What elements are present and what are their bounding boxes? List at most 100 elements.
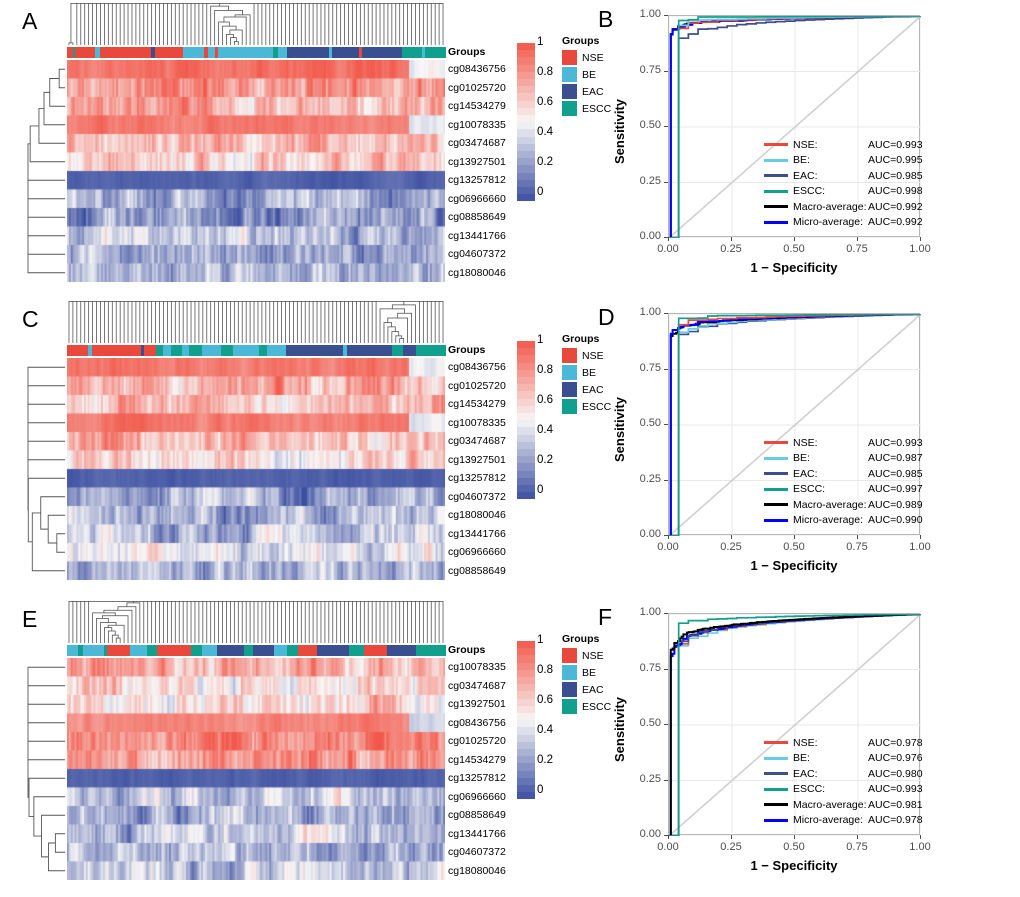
roc-legend-series-name: EAC: [793,767,818,780]
roc-legend-series-name: NSE: [793,436,818,449]
annotation-segment [277,47,288,58]
heatmap-a: Groups cg08436756 cg01025720 cg14534279 cg1… [22,3,611,293]
annotation-segment [346,345,393,356]
roc-legend-swatch [764,472,788,476]
color-scale-tick: 0.6 [537,96,553,108]
color-scale-segment [517,384,535,392]
group-label: ESCC [582,400,612,413]
groups-legend-item: BE [562,365,611,380]
y-axis-tick-mark [664,835,668,836]
panel-c-letter: C [22,306,39,332]
roc-legend-auc: AUC=0.997 [868,483,923,496]
groups-legend-item: NSE [562,50,611,65]
color-scale-tick: 0.2 [537,156,553,168]
annotation-segment [156,645,192,656]
y-axis-label: Sensitivity [612,696,627,762]
y-axis-tick-label: 1.00 [639,606,661,618]
y-axis-tick-mark [664,779,668,781]
x-axis-tick-mark [794,535,795,539]
annotation-segment [217,645,245,656]
annotation-segment [67,345,89,356]
column-dendrogram [67,301,445,343]
y-axis-tick-label: 0.50 [639,417,661,429]
roc-legend-item: Micro-average: AUC=0.990 [764,513,923,529]
color-scale-segment [517,151,535,159]
y-axis-tick-mark [664,15,668,16]
heatmap-matrix [67,658,445,880]
groups-legend-title: Groups [562,35,600,47]
roc-curves [669,314,921,536]
annotation-segment [286,345,344,356]
annotation-segment [103,645,109,656]
color-scale-segment [517,115,535,123]
heatmap-row-label: cg03474687 [448,679,506,692]
heatmap-c: Groups cg08436756 cg01025720 cg14534279 cg1… [22,301,611,593]
y-axis-tick-label: 0.75 [639,661,661,674]
roc-legend-series-name: BE: [793,154,810,167]
roc-legend-series-name: Micro-average: [793,514,864,527]
color-scale-segment [517,641,535,649]
roc-legend-swatch [764,205,788,209]
group-label: NSE [582,649,604,662]
x-axis-label: 1 − Specificity [750,858,838,873]
roc-legend-auc: AUC=0.990 [868,514,923,527]
roc-legend-swatch [764,441,788,445]
color-scale-tick: 0.4 [537,424,553,436]
annotation-segment [232,345,260,356]
roc-legend: NSE: AUC=0.993 BE: AUC=0.995 EAC: AUC=0.985 ES… [764,137,923,230]
color-scale-tick: 0.8 [537,66,553,78]
annotation-segment [349,645,366,656]
y-axis-tick-mark [664,70,668,72]
group-label: NSE [582,51,604,64]
y-axis-tick-mark [664,424,668,425]
y-axis-tick-label: 1.00 [639,8,661,20]
roc-plot-area [668,613,921,836]
group-annotation-bar [67,345,446,356]
group-color-swatch [562,50,577,65]
heatmap-matrix [67,358,445,580]
groups-legend-item: BE [562,665,611,680]
y-axis-tick-mark [664,479,668,481]
groups-legend-item: EAC [562,682,611,697]
roc-legend-auc: AUC=0.981 [868,798,923,811]
heatmap-row-label: cg13441766 [448,527,506,540]
color-scale-segment [517,391,535,399]
x-axis-tick-label: 0.00 [657,841,679,853]
annotation-segment [147,645,158,656]
annotation-segment [72,47,76,58]
color-scale-tick: 0.8 [537,364,553,376]
annotation-segment [332,47,360,58]
color-scale-segment [517,785,535,793]
roc-legend-item: BE: AUC=0.987 [764,451,923,467]
color-scale-segment [517,698,535,706]
heatmap-row-label: cg18080046 [448,864,506,877]
x-axis-tick-label: 1.00 [909,243,931,255]
roc-legend-swatch [764,741,788,745]
annotation-segment [143,345,157,356]
roc-curve [669,16,921,238]
annotation-segment [298,645,318,656]
color-scale-segment [517,50,535,58]
roc-legend-series-name: Micro-average: [793,814,864,827]
heatmap-row-label: cg14534279 [448,100,506,113]
annotation-segment [401,47,423,58]
annotation-segment [67,47,74,58]
chance-diagonal [669,314,921,536]
annotation-segment [358,47,363,58]
annotation-segment [425,47,446,58]
roc-legend-auc: AUC=0.985 [868,169,923,182]
x-axis-tick-mark [731,535,732,539]
group-annotation-bar [67,47,446,58]
x-axis-tick-mark [920,835,921,839]
x-axis-tick-mark [920,535,921,539]
group-color-swatch [562,365,577,380]
annotation-segment [91,345,142,356]
roc-legend-item: ESCC: AUC=0.993 [764,782,923,798]
roc-legend-item: NSE: AUC=0.993 [764,137,923,153]
annotation-segment [202,345,222,356]
group-color-swatch [562,348,577,363]
roc-legend-swatch [764,189,788,193]
group-label: NSE [582,349,604,362]
color-scale-ticks: 1 0.8 0.6 0.4 0.2 0 [537,36,571,198]
annotation-segment [252,645,275,656]
